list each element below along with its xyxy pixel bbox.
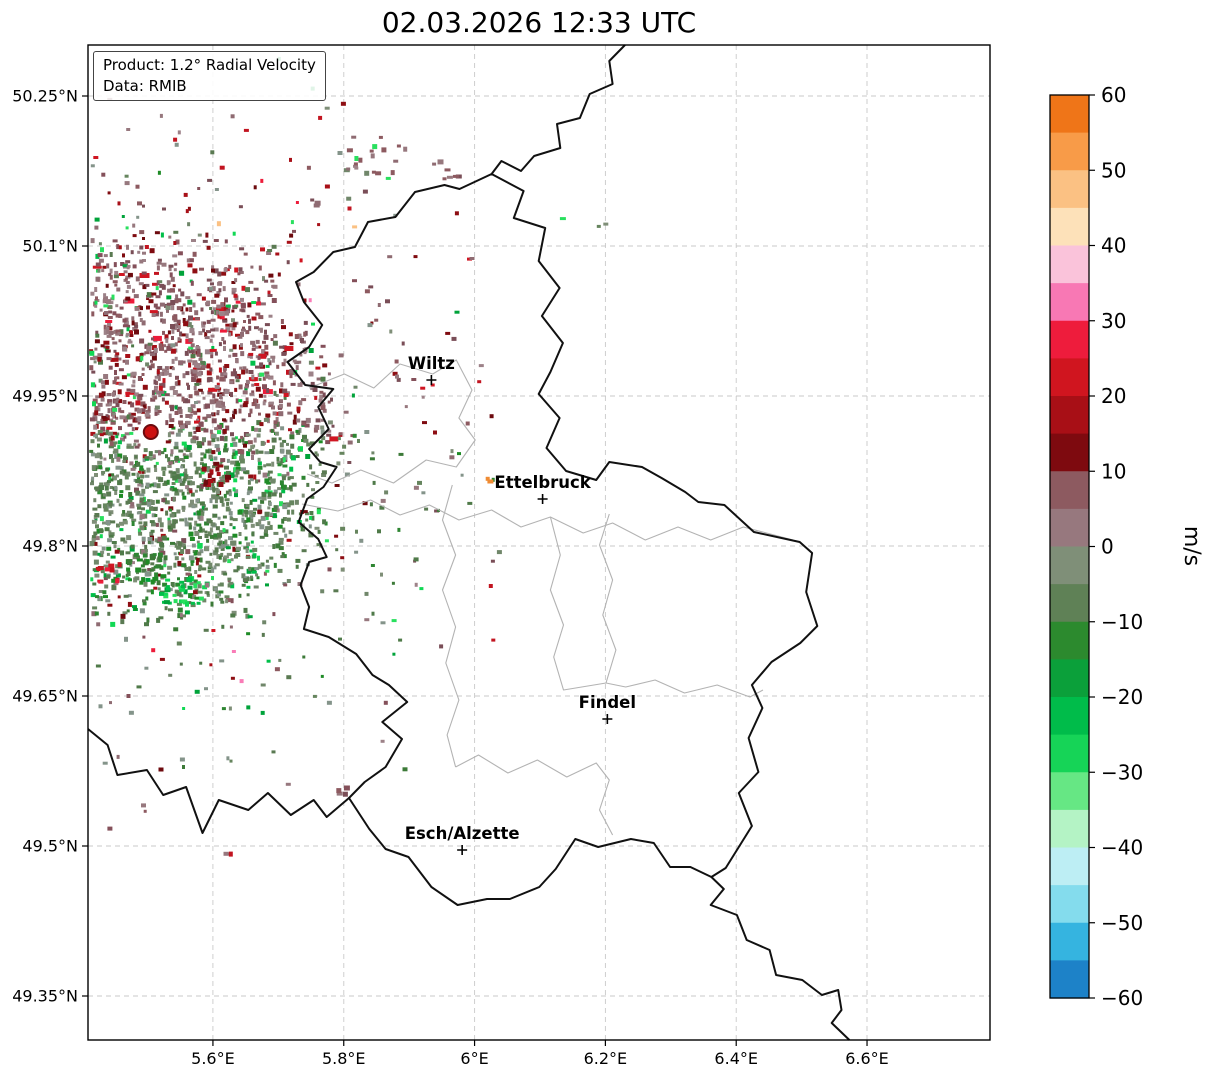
colorbar-band [1050, 847, 1089, 886]
district-border [306, 359, 476, 484]
country-border [490, 44, 626, 175]
x-tick-label: 6°E [460, 1049, 488, 1068]
colorbar-tick-label: 0 [1101, 535, 1114, 559]
y-tick-label: 49.95°N [12, 387, 78, 406]
colorbar-band [1050, 546, 1089, 585]
velocity-speckles [89, 56, 609, 857]
colorbar-tick-label: 20 [1101, 384, 1126, 408]
district-border [441, 484, 460, 768]
colorbar-band [1050, 960, 1089, 999]
city-marker [537, 494, 548, 504]
x-tick-label: 5.8°E [322, 1049, 366, 1068]
colorbar-tick-label: −60 [1101, 986, 1143, 1010]
country-border [87, 728, 350, 834]
y-tick-label: 49.8°N [22, 537, 78, 556]
colorbar-tick-label: 50 [1101, 158, 1126, 182]
city-label: Wiltz [408, 354, 455, 373]
gridlines [88, 45, 990, 1040]
colorbar-band [1050, 396, 1089, 435]
y-tick-label: 50.1°N [22, 237, 78, 256]
radar-site-marker [137, 419, 164, 445]
x-tick-label: 6.6°E [845, 1049, 889, 1068]
product-info-box: Product: 1.2° Radial Velocity Data: RMIB [93, 51, 326, 101]
colorbar-band [1050, 697, 1089, 736]
city-label: Ettelbruck [494, 473, 591, 492]
y-tick-label: 49.5°N [22, 837, 78, 856]
colorbar-band [1050, 320, 1089, 359]
colorbar: 60 50 40 30 20 10 0 −10 −20 −30 −40 −50 −60 [1049, 83, 1143, 1010]
colorbar-band [1050, 772, 1089, 811]
plot-frame [87, 44, 991, 1041]
colorbar-band [1050, 207, 1089, 247]
colorbar-tick-label: −40 [1101, 836, 1143, 860]
colorbar-tick-label: −20 [1101, 685, 1143, 709]
city-markers: Wiltz Ettelbruck Findel Esch/Alzette [405, 354, 636, 855]
city-label: Findel [579, 693, 636, 712]
colorbar-band [1050, 621, 1089, 660]
colorbar-band [1050, 734, 1089, 773]
city-marker [602, 714, 613, 724]
radar-site-dot [142, 424, 159, 440]
colorbar-unit-label: m/s [1179, 526, 1204, 566]
colorbar-band [1050, 659, 1089, 698]
colorbar-band [1050, 132, 1089, 171]
country-border [709, 876, 851, 1041]
country-border [286, 173, 819, 906]
colorbar-band [1050, 170, 1089, 209]
chart-title: 02.03.2026 12:33 UTC [381, 6, 697, 39]
district-border [549, 516, 607, 691]
colorbar-band [1050, 245, 1089, 284]
y-tick-label: 49.65°N [12, 687, 78, 706]
colorbar-band [1050, 283, 1089, 322]
colorbar-band [1050, 922, 1089, 961]
y-tick-label: 50.25°N [12, 87, 78, 106]
colorbar-tick-label: 30 [1101, 309, 1126, 333]
colorbar-tick-label: 10 [1101, 459, 1126, 483]
y-tick-label: 49.35°N [12, 987, 78, 1006]
colorbar-band [1050, 95, 1089, 134]
city-label: Esch/Alzette [405, 824, 520, 843]
colorbar-tick-label: 60 [1101, 83, 1126, 107]
colorbar-band [1050, 809, 1089, 849]
district-border [598, 513, 764, 698]
city-marker [426, 375, 437, 385]
city-marker [457, 845, 468, 855]
colorbar-tick-label: −50 [1101, 911, 1143, 935]
colorbar-band [1050, 584, 1089, 623]
x-tick-label: 6.2°E [584, 1049, 628, 1068]
colorbar-band [1050, 358, 1089, 397]
data-source-label: Data: RMIB [103, 77, 187, 95]
colorbar-tick-label: −10 [1101, 610, 1143, 634]
colorbar-tick-label: −30 [1101, 760, 1143, 784]
x-tick-label: 5.6°E [191, 1049, 235, 1068]
country-borders [87, 44, 851, 1041]
district-border [301, 499, 794, 541]
district-borders [301, 359, 794, 836]
colorbar-tick-label: 40 [1101, 234, 1126, 258]
colorbar-band [1050, 508, 1089, 548]
colorbar-band [1050, 471, 1089, 510]
colorbar-band [1050, 433, 1089, 472]
product-label: Product: 1.2° Radial Velocity [103, 56, 316, 74]
colorbar-band [1050, 885, 1089, 924]
district-border [455, 754, 614, 836]
axis-ticks-and-labels: 50.25°N 50.1°N 49.95°N 49.8°N 49.65°N 49.5°N 4… [12, 87, 889, 1069]
x-tick-label: 6.4°E [714, 1049, 758, 1068]
